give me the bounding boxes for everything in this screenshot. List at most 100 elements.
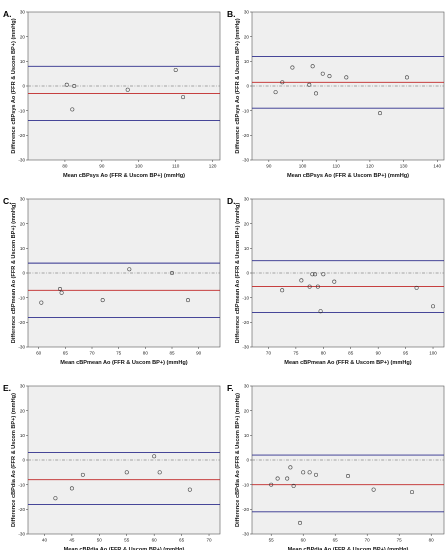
- x-tick-label: 80: [143, 351, 149, 356]
- x-axis-label: Mean cBPdia Ao (FFR & Uscom BP+) (mmHg): [64, 547, 185, 550]
- y-tick-label: 0: [22, 84, 25, 89]
- y-axis-label: Difference cBPsys Ao (FFR & Uscom BP+) (…: [11, 18, 17, 153]
- x-axis-label: Mean cBPsys Ao (FFR & Uscom BP+) (mmHg): [287, 173, 409, 179]
- data-point: [332, 279, 337, 284]
- y-tick-label: 30: [244, 384, 250, 389]
- data-point: [414, 285, 419, 290]
- data-point: [288, 465, 293, 470]
- data-point: [307, 470, 312, 475]
- data-point: [285, 476, 290, 481]
- x-tick-label: 80: [321, 351, 327, 356]
- data-point: [127, 267, 132, 272]
- y-tick-label: 20: [20, 408, 26, 413]
- y-tick-label: -10: [242, 108, 249, 113]
- x-tick-label: 80: [62, 164, 68, 169]
- data-point: [181, 95, 186, 100]
- x-tick-label: 85: [348, 351, 354, 356]
- x-tick-label: 100: [135, 164, 143, 169]
- y-tick-label: 0: [246, 458, 249, 463]
- data-point: [410, 490, 414, 495]
- panel-a: -30 -20 -10 0 10 20 30 80 90 100 110 120 Mean cBPsys…: [3, 9, 221, 179]
- y-tick-label: -10: [18, 108, 25, 113]
- data-point: [313, 272, 318, 277]
- x-tick-label: 65: [63, 351, 69, 356]
- y-tick-label: 0: [22, 271, 25, 276]
- x-tick-label: 65: [179, 538, 185, 543]
- x-tick-label: 55: [124, 538, 130, 543]
- y-tick-label: 20: [20, 221, 26, 226]
- y-tick-label: -20: [242, 320, 249, 325]
- x-tick-label: 120: [209, 164, 217, 169]
- y-tick-label: -30: [18, 345, 25, 350]
- panel-label: A.: [3, 9, 12, 19]
- x-tick-label: 45: [69, 538, 75, 543]
- x-tick-label: 90: [196, 351, 202, 356]
- y-axis-label: Difference cBPdia Ao (FFR & Uscom BP+) (…: [235, 393, 241, 527]
- y-axis-label: Difference cBPsys Ao (FFR & Uscom BP+) (…: [235, 18, 241, 153]
- data-point: [173, 67, 178, 72]
- x-tick-label: 140: [433, 164, 441, 169]
- y-tick-label: 20: [20, 34, 26, 39]
- panel-b: -30 -20 -10 0 10 20 30 90 100 110 120 130 140 Mean cB…: [227, 9, 445, 179]
- data-point: [53, 496, 58, 501]
- data-point: [314, 472, 318, 477]
- y-tick-label: 10: [244, 433, 250, 438]
- data-point: [371, 487, 376, 492]
- x-tick-label: 90: [266, 164, 272, 169]
- x-tick-label: 60: [152, 538, 158, 543]
- data-point: [124, 470, 129, 475]
- y-tick-label: -10: [242, 482, 249, 487]
- y-tick-label: 30: [244, 10, 250, 15]
- data-point: [315, 284, 320, 289]
- data-point: [80, 472, 85, 477]
- data-point: [187, 487, 192, 492]
- x-tick-label: 90: [376, 351, 382, 356]
- x-tick-label: 55: [269, 538, 275, 543]
- data-point: [64, 82, 69, 87]
- data-point: [320, 71, 325, 76]
- y-tick-label: -20: [242, 133, 249, 138]
- y-axis-label: Difference cBPmean Ao (FFR & Uscom BP+) …: [235, 203, 241, 344]
- data-point: [157, 470, 162, 475]
- panel-label: D.: [227, 196, 236, 206]
- x-tick-label: 95: [403, 351, 409, 356]
- data-point: [125, 87, 130, 92]
- x-tick-label: 75: [116, 351, 122, 356]
- y-tick-label: -20: [18, 133, 25, 138]
- panel-e: -30 -20 -10 0 10 20 30 40 45 50 55 60 65 70 Mean cBPdi…: [3, 383, 221, 550]
- x-tick-label: 80: [429, 538, 435, 543]
- y-tick-label: 20: [244, 221, 250, 226]
- x-tick-label: 110: [333, 164, 341, 169]
- x-axis-label: Mean cBPdia Ao (FFR & Uscom BP+) (mmHg): [288, 547, 409, 550]
- data-point: [378, 111, 382, 116]
- y-tick-label: 10: [20, 246, 26, 251]
- x-tick-label: 70: [89, 351, 95, 356]
- data-point: [307, 82, 312, 87]
- data-point: [310, 64, 315, 69]
- y-tick-label: -30: [18, 158, 25, 163]
- y-tick-label: 30: [244, 197, 250, 202]
- y-tick-label: -30: [242, 532, 249, 537]
- data-point: [291, 483, 296, 488]
- data-point: [344, 75, 349, 80]
- x-tick-label: 75: [293, 351, 299, 356]
- y-tick-label: 0: [246, 84, 249, 89]
- panel-c: -30 -20 -10 0 10 20 30 60 65 70 75 80 85 90 Mean cBPme…: [3, 196, 221, 366]
- x-tick-label: 40: [42, 538, 48, 543]
- x-tick-label: 70: [206, 538, 212, 543]
- y-tick-label: -30: [18, 532, 25, 537]
- data-point: [280, 288, 285, 293]
- data-point: [273, 90, 278, 95]
- data-point: [275, 476, 280, 481]
- data-point: [186, 298, 190, 303]
- data-point: [301, 470, 306, 475]
- y-tick-label: 10: [20, 433, 26, 438]
- y-tick-label: 0: [246, 271, 249, 276]
- x-tick-label: 60: [301, 538, 307, 543]
- x-tick-label: 75: [397, 538, 403, 543]
- y-tick-label: 0: [22, 458, 25, 463]
- data-point: [318, 309, 323, 314]
- data-point: [327, 74, 332, 79]
- panel-d: -30 -20 -10 0 10 20 30 70 75 80 85 90 95 100 Mean cBPm…: [227, 196, 445, 366]
